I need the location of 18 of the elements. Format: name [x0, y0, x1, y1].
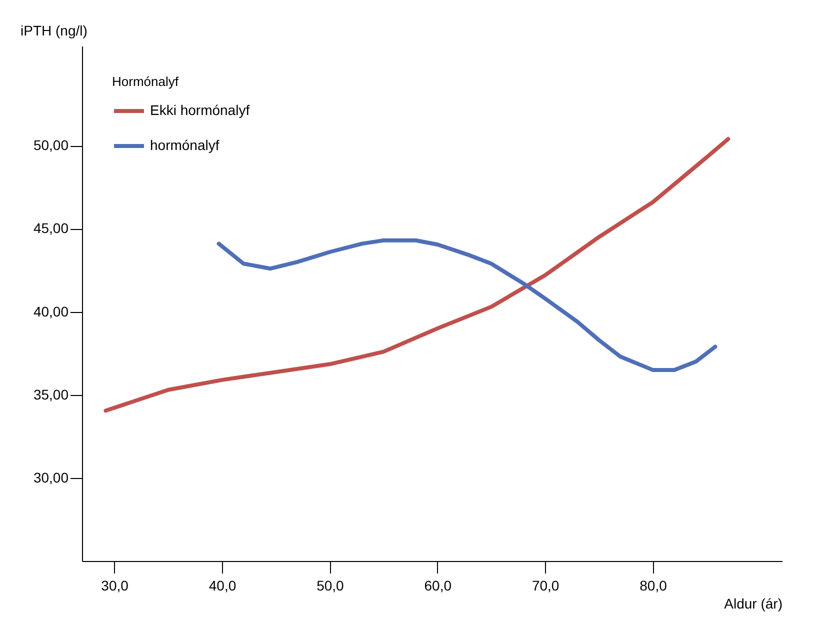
x-tick-label: 50,0 — [316, 578, 344, 594]
y-tick-label: 50,00 — [33, 137, 69, 154]
x-axis-title: Aldur (ár) — [724, 596, 782, 612]
x-tick-label: 30,0 — [101, 578, 129, 594]
line-series — [216, 238, 718, 372]
x-tick-label: 80,0 — [640, 578, 668, 594]
y-axis-title: iPTH (ng/l) — [20, 22, 88, 38]
legend-title: Hormónalyf — [112, 74, 179, 89]
y-tick-label: 30,00 — [33, 469, 69, 486]
legend-label: Ekki hormónalyf — [150, 102, 250, 118]
y-tick-label: 45,00 — [33, 220, 69, 236]
legend-label: hormónalyf — [150, 137, 220, 153]
x-tick-label: 70,0 — [532, 578, 560, 594]
y-tick-label: 35,00 — [33, 386, 69, 402]
line-series — [104, 137, 730, 413]
x-tick-label: 40,0 — [208, 578, 236, 594]
x-tick-label: 60,0 — [424, 578, 452, 594]
y-tick-label: 40,00 — [33, 303, 69, 320]
